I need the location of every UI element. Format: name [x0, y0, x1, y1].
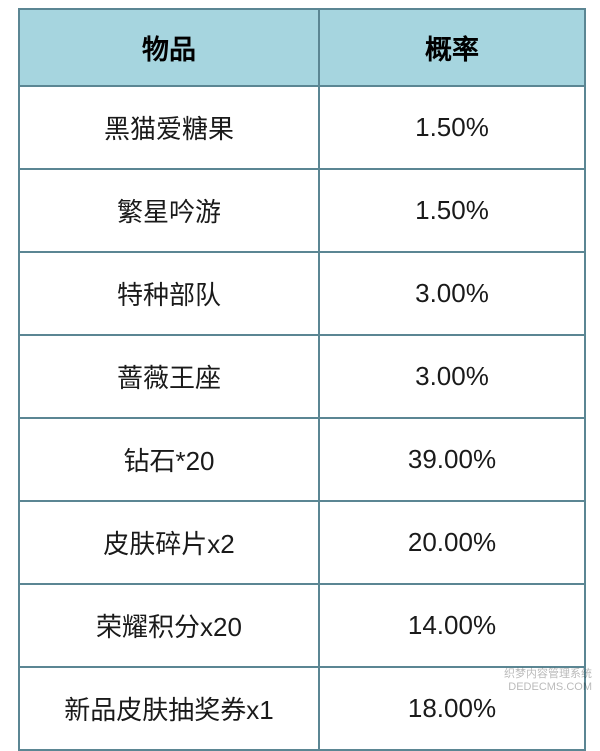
rate-table-container: 物品 概率 黑猫爱糖果 1.50% 繁星吟游 1.50% 特种部队 3.00% … [0, 0, 600, 751]
table-row: 黑猫爱糖果 1.50% [19, 86, 585, 169]
rate-table: 物品 概率 黑猫爱糖果 1.50% 繁星吟游 1.50% 特种部队 3.00% … [18, 8, 586, 751]
cell-rate: 14.00% [319, 584, 585, 667]
cell-item: 新品皮肤抽奖券x1 [19, 667, 319, 750]
table-row: 蔷薇王座 3.00% [19, 335, 585, 418]
table-row: 特种部队 3.00% [19, 252, 585, 335]
cell-rate: 3.00% [319, 335, 585, 418]
cell-item: 皮肤碎片x2 [19, 501, 319, 584]
cell-item: 繁星吟游 [19, 169, 319, 252]
cell-item: 特种部队 [19, 252, 319, 335]
cell-rate: 3.00% [319, 252, 585, 335]
cell-rate: 20.00% [319, 501, 585, 584]
cell-item: 蔷薇王座 [19, 335, 319, 418]
cell-rate: 39.00% [319, 418, 585, 501]
table-row: 荣耀积分x20 14.00% [19, 584, 585, 667]
table-row: 新品皮肤抽奖券x1 18.00% [19, 667, 585, 750]
cell-item: 钻石*20 [19, 418, 319, 501]
table-row: 繁星吟游 1.50% [19, 169, 585, 252]
cell-rate: 1.50% [319, 169, 585, 252]
cell-item: 黑猫爱糖果 [19, 86, 319, 169]
table-header-row: 物品 概率 [19, 9, 585, 86]
cell-rate: 1.50% [319, 86, 585, 169]
col-header-item: 物品 [19, 9, 319, 86]
table-row: 皮肤碎片x2 20.00% [19, 501, 585, 584]
cell-rate: 18.00% [319, 667, 585, 750]
table-row: 钻石*20 39.00% [19, 418, 585, 501]
cell-item: 荣耀积分x20 [19, 584, 319, 667]
col-header-rate: 概率 [319, 9, 585, 86]
